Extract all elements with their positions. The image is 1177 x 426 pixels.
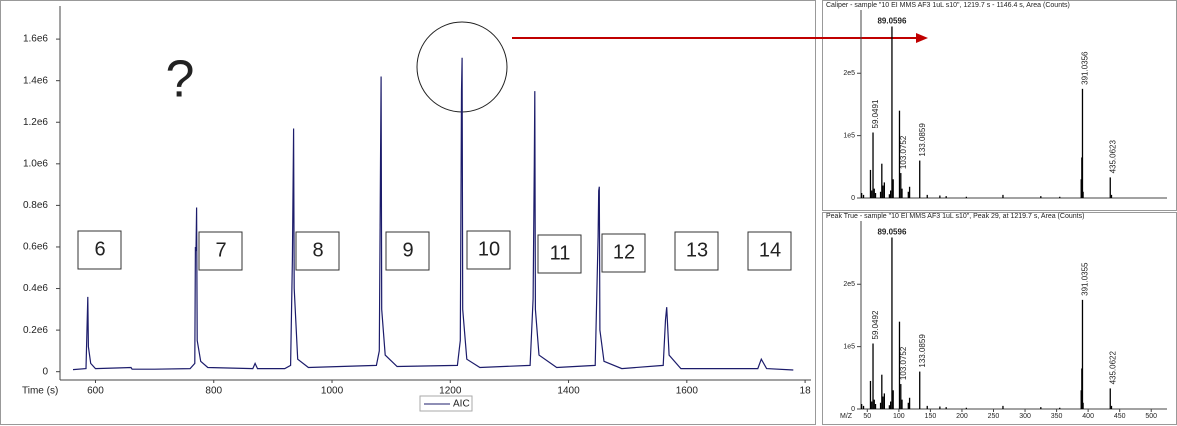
peak-label: 89.0596 [877,17,906,26]
y-tick-label: 1.4e6 [23,75,48,86]
y-tick-label: 0 [851,195,855,202]
y-tick-label: 1e5 [843,132,855,139]
peak-label: 133.0859 [918,334,927,368]
annotation: 10 [478,238,500,260]
peak-label: 103.0752 [899,135,908,169]
x-tick-label: 450 [1114,413,1126,420]
y-tick-label: 2e5 [843,70,855,77]
x-tick-label: 500 [1145,413,1157,420]
annotation: ? [166,51,195,109]
peak-label: 133.0859 [918,123,927,157]
annotation: 11 [550,242,571,264]
annotation: 9 [402,239,413,261]
tic-line [72,57,794,371]
y-tick-label: 1.6e6 [23,34,48,45]
x-tick-label: 200 [956,413,968,420]
y-tick-label: 0 [42,366,48,377]
x-axis-label: Time (s) [22,386,58,397]
annotation: 6 [94,238,105,260]
x-tick-label: 100 [893,413,905,420]
x-tick-label: 250 [988,413,1000,420]
y-tick-label: 0.2e6 [23,325,48,336]
annotation: 8 [312,239,323,261]
x-tick-label: 18 [800,386,812,397]
x-tick-label: 300 [1019,413,1031,420]
x-tick-label: 1000 [321,386,344,397]
peak-label: 59.0492 [871,310,880,339]
spectrum-title: Caliper - sample "10 EI MMS AF3 1uL s10"… [826,2,1070,9]
annotation-box [385,231,430,271]
legend-label: AIC [453,399,470,410]
annotation: 7 [215,239,226,261]
x-tick-label: 150 [925,413,937,420]
peak-label: 59.0491 [871,99,880,128]
y-tick-label: 0 [851,406,855,413]
peak-label: 103.0752 [899,346,908,380]
annotation-box [77,230,122,270]
annotation-box [198,231,243,271]
annotation-box [466,230,511,270]
y-tick-label: 1.0e6 [23,158,48,169]
x-axis-label: M/Z [840,413,853,420]
peak-label: 89.0596 [877,228,906,237]
x-tick-label: 1400 [557,386,580,397]
y-tick-label: 2e5 [843,281,855,288]
spectrum-title: Peak True - sample "10 EI MMS AF3 1uL s1… [826,213,1084,220]
x-tick-label: 1200 [439,386,462,397]
chromatogram-panel [0,0,816,425]
y-tick-label: 1e5 [843,343,855,350]
annotation-box [537,234,582,274]
annotation-box [747,231,792,271]
y-tick-label: 0.6e6 [23,242,48,253]
x-tick-label: 400 [1082,413,1094,420]
annotation: 13 [686,239,708,261]
peak-label: 435.0622 [1108,350,1117,384]
arrow-head [916,33,928,43]
annotation-box [674,231,719,271]
peak-label: 391.0356 [1081,51,1090,85]
peak-label: 435.0623 [1108,139,1117,173]
annotation: 12 [613,241,635,263]
x-tick-label: 600 [87,386,104,397]
x-tick-label: 800 [205,386,222,397]
x-tick-label: 1600 [676,386,699,397]
annotation: 14 [759,239,781,261]
x-tick-label: 50 [863,413,871,420]
y-tick-label: 0.4e6 [23,283,48,294]
annotation-box [601,233,646,273]
y-tick-label: 1.2e6 [23,117,48,128]
peak-label: 391.0355 [1081,262,1090,296]
x-tick-label: 350 [1051,413,1063,420]
y-tick-label: 0.8e6 [23,200,48,211]
annotation-box [295,231,340,271]
